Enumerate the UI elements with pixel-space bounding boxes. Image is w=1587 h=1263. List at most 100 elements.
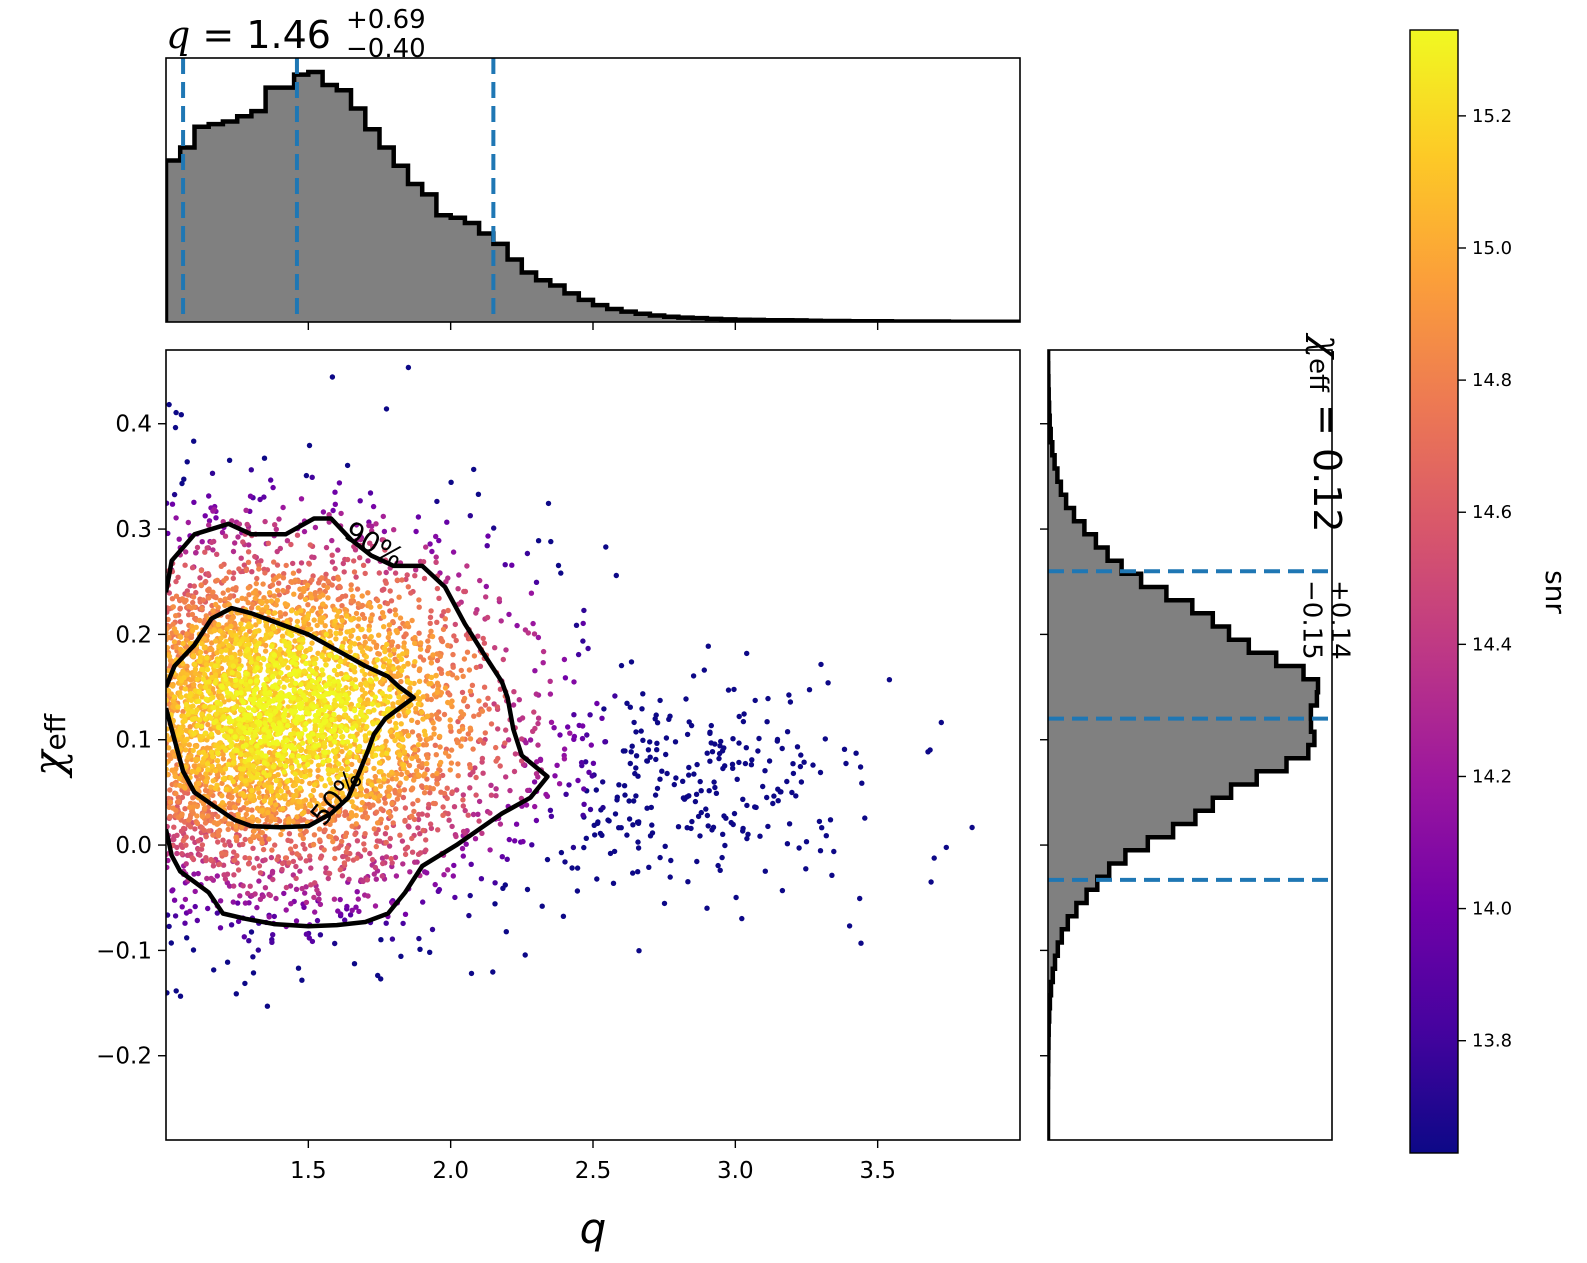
scatter-point [230, 614, 236, 620]
scatter-point [335, 609, 342, 615]
scatter-point [284, 785, 290, 791]
scatter-point [284, 588, 290, 595]
scatter-point [184, 935, 190, 941]
scatter-point [465, 812, 471, 818]
scatter-point [575, 651, 582, 658]
scatter-point [206, 679, 212, 685]
scatter-point [452, 621, 458, 628]
scatter-point [291, 654, 298, 661]
scatter-point [449, 672, 456, 678]
scatter-point [433, 533, 439, 540]
scatter-point [238, 678, 245, 685]
scatter-point [213, 601, 219, 608]
scatter-point [262, 833, 268, 840]
scatter-point [423, 742, 429, 748]
scatter-point [483, 583, 489, 590]
scatter-point [271, 652, 277, 658]
scatter-point [199, 539, 205, 545]
scatter-point [360, 878, 366, 885]
scatter-point [443, 579, 449, 585]
scatter-point [250, 845, 256, 851]
scatter-point [298, 592, 304, 598]
scatter-point [607, 850, 614, 857]
scatter-point [248, 467, 254, 473]
scatter-point [328, 834, 334, 840]
scatter-point [182, 718, 188, 724]
scatter-point [282, 611, 288, 617]
scatter-point [234, 690, 241, 696]
scatter-point [267, 717, 273, 723]
scatter-point [288, 731, 294, 738]
scatter-point [222, 596, 228, 602]
scatter-point [232, 540, 238, 546]
scatter-point [376, 760, 383, 766]
scatter-point [434, 657, 441, 664]
scatter-point [210, 589, 216, 595]
scatter-point [197, 717, 203, 723]
scatter-point [507, 787, 513, 794]
scatter-point [291, 591, 297, 597]
scatter-point [392, 854, 399, 861]
scatter-point [213, 768, 219, 774]
scatter-point [247, 712, 253, 718]
scatter-point [586, 769, 592, 775]
scatter-point [548, 538, 554, 545]
scatter-point [789, 789, 795, 796]
scatter-point [823, 833, 829, 839]
scatter-point [488, 782, 494, 788]
scatter-point [548, 813, 555, 819]
scatter-point [721, 813, 727, 819]
scatter-point [740, 718, 747, 725]
scatter-point [238, 555, 244, 561]
scatter-point [612, 811, 619, 817]
scatter-point [545, 500, 552, 507]
scatter-point [485, 533, 491, 539]
scatter-point [389, 639, 396, 645]
scatter-point [273, 575, 279, 581]
scatter-point [247, 883, 253, 889]
scatter-point [722, 842, 728, 849]
scatter-point [173, 409, 179, 416]
scatter-point [422, 869, 428, 875]
scatter-point [228, 743, 234, 749]
scatter-point [458, 709, 464, 715]
scatter-point [730, 765, 736, 771]
scatter-point [222, 533, 229, 539]
scatter-point [253, 648, 259, 654]
scatter-point [227, 737, 233, 743]
scatter-point [303, 720, 309, 727]
scatter-point [424, 766, 430, 773]
scatter-point [303, 660, 309, 667]
scatter-point [362, 570, 368, 577]
scatter-point [725, 687, 732, 693]
scatter-point [288, 608, 295, 614]
scatter-point [247, 726, 253, 733]
scatter-point [487, 847, 493, 853]
scatter-point [793, 793, 799, 799]
scatter-point [308, 865, 314, 871]
scatter-point [310, 787, 317, 794]
scatter-point [315, 732, 321, 739]
scatter-point [578, 759, 585, 766]
scatter-point [237, 651, 243, 657]
scatter-point [332, 501, 338, 507]
scatter-point [187, 724, 193, 730]
scatter-point [784, 778, 790, 785]
scatter-point [357, 498, 363, 504]
scatter-point [762, 768, 768, 774]
scatter-point [339, 617, 345, 624]
scatter-point [400, 920, 406, 927]
scatter-point [337, 658, 344, 665]
scatter-point [284, 737, 290, 744]
scatter-point [339, 643, 345, 650]
scatter-point [775, 786, 781, 792]
scatter-point [216, 643, 222, 650]
scatter-point [806, 687, 813, 693]
scatter-point [276, 592, 282, 598]
scatter-point [178, 634, 184, 640]
scatter-point [535, 742, 541, 748]
scatter-point [720, 765, 726, 772]
scatter-point [354, 586, 361, 592]
scatter-point [200, 597, 206, 603]
scatter-point [397, 788, 403, 794]
